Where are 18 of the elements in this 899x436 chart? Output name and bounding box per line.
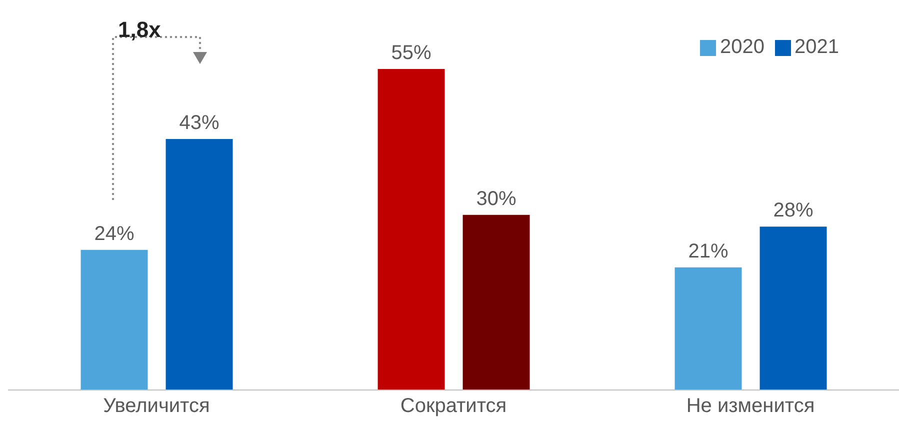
bar	[760, 226, 827, 390]
data-label: 30%	[476, 188, 516, 210]
data-label: 43%	[179, 112, 220, 134]
bar	[378, 69, 445, 390]
bar	[166, 139, 233, 390]
x-tick-label: Сократится	[400, 395, 507, 418]
x-tick-label: Не изменится	[686, 395, 815, 418]
legend-label: 2021	[794, 36, 839, 58]
data-label: 24%	[94, 222, 134, 245]
data-label: 21%	[688, 240, 728, 262]
data-label: 55%	[391, 42, 432, 64]
text: 1,8x	[118, 17, 161, 43]
bar	[80, 250, 148, 390]
legend-label: 2020	[720, 36, 764, 58]
data-label: 28%	[773, 200, 814, 222]
bar	[462, 214, 530, 390]
bar	[674, 267, 742, 390]
x-tick-label: Увеличится	[103, 395, 210, 418]
